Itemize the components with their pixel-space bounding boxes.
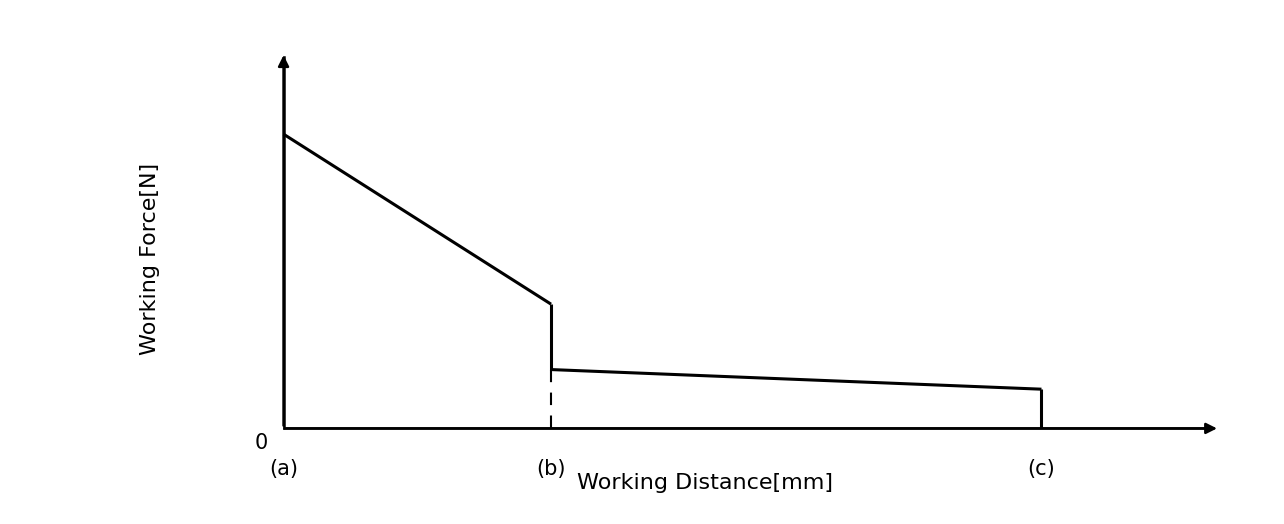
Text: (c): (c) <box>1027 460 1055 479</box>
Text: Working Force[N]: Working Force[N] <box>140 163 159 355</box>
Text: 0: 0 <box>254 433 268 453</box>
Text: Working Distance[mm]: Working Distance[mm] <box>577 473 833 493</box>
Text: (a): (a) <box>270 460 298 479</box>
Text: (b): (b) <box>537 460 566 479</box>
